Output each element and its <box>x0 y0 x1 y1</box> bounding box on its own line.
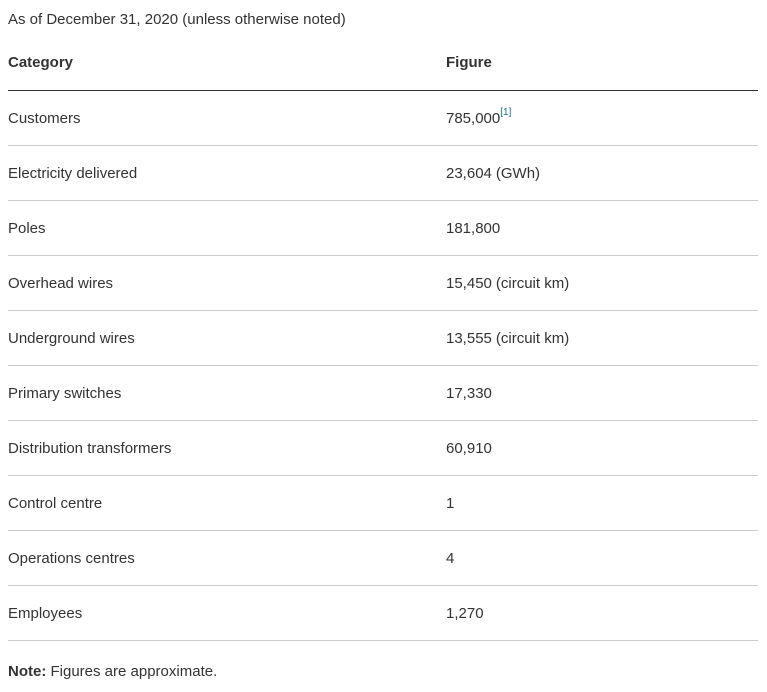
header-category: Category <box>8 54 74 71</box>
table-row: Primary switches 17,330 <box>8 366 758 421</box>
figure-value: 181,800 <box>446 219 501 237</box>
figure-value: 4 <box>446 549 455 567</box>
row-figure: 15,450 (circuit km) <box>446 256 569 310</box>
row-figure: 13,555 (circuit km) <box>446 311 569 365</box>
table-caption: As of December 31, 2020 (unless otherwis… <box>8 11 346 28</box>
row-figure: 785,000 [1] <box>446 91 511 145</box>
figure-unit: (circuit km) <box>495 329 570 347</box>
row-category: Employees <box>8 604 83 622</box>
figure-value: 60,910 <box>446 439 492 457</box>
figure-value: 15,450 <box>446 274 492 292</box>
table-row: Employees 1,270 <box>8 586 758 641</box>
row-category: Poles <box>8 219 46 237</box>
header-figure: Figure <box>446 54 492 71</box>
table-header-row: Category Figure <box>8 35 758 91</box>
row-figure: 1,270 <box>446 586 484 640</box>
table-row: Operations centres 4 <box>8 531 758 586</box>
row-category: Overhead wires <box>8 274 114 292</box>
table-row: Customers 785,000 [1] <box>8 91 758 146</box>
row-figure: 17,330 <box>446 366 492 420</box>
figure-value: 785,000 <box>446 109 501 127</box>
footnote-link[interactable]: [1] <box>500 106 512 118</box>
table-note: Note: Figures are approximate. <box>8 662 217 682</box>
row-category: Customers <box>8 109 81 127</box>
figure-unit: (GWh) <box>495 164 541 182</box>
stats-table: Category Figure Customers 785,000 [1] Elect… <box>8 35 758 641</box>
table-row: Underground wires 13,555 (circuit km) <box>8 311 758 366</box>
row-figure: 60,910 <box>446 421 492 475</box>
figure-value: 1 <box>446 494 455 512</box>
row-category: Operations centres <box>8 549 135 567</box>
figure-value: 17,330 <box>446 384 492 402</box>
table-row: Overhead wires 15,450 (circuit km) <box>8 256 758 311</box>
table-row: Electricity delivered 23,604 (GWh) <box>8 146 758 201</box>
table-row: Control centre 1 <box>8 476 758 531</box>
table-row: Distribution transformers 60,910 <box>8 421 758 476</box>
note-label: Note: <box>8 663 47 680</box>
note-text: Figures are approximate. <box>50 663 218 680</box>
figure-value: 1,270 <box>446 604 484 622</box>
row-figure: 23,604 (GWh) <box>446 146 540 200</box>
row-category: Underground wires <box>8 329 135 347</box>
row-figure: 4 <box>446 531 454 585</box>
row-figure: 1 <box>446 476 454 530</box>
table-row: Poles 181,800 <box>8 201 758 256</box>
row-category: Distribution transformers <box>8 439 172 457</box>
figure-unit: (circuit km) <box>495 274 570 292</box>
row-category: Electricity delivered <box>8 164 138 182</box>
row-category: Control centre <box>8 494 103 512</box>
figure-value: 13,555 <box>446 329 492 347</box>
row-figure: 181,800 <box>446 201 500 255</box>
table-body: Customers 785,000 [1] Electricity delivered… <box>8 91 758 641</box>
row-category: Primary switches <box>8 384 122 402</box>
figure-value: 23,604 <box>446 164 492 182</box>
